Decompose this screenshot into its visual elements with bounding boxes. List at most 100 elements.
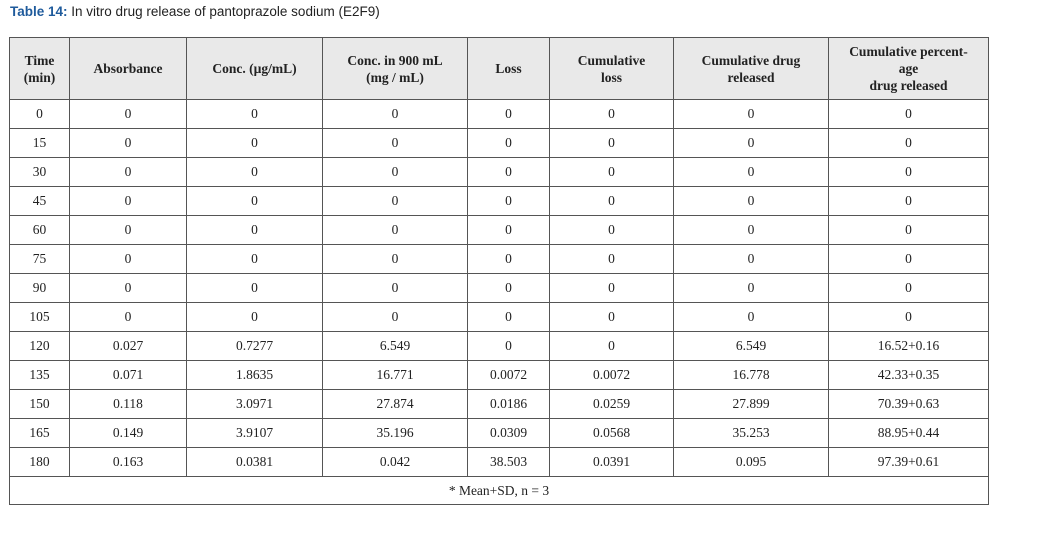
table-cell: 150 [9,389,70,419]
table-cell: 0.0309 [467,418,550,448]
table-cell: 97.39+0.61 [828,447,989,477]
table-cell: 0 [549,331,674,361]
data-table: Time (min) Absorbance Conc. (µg/mL) Conc. i… [9,37,989,505]
table-cell: 0 [828,99,989,129]
table-cell: 0.042 [322,447,468,477]
table-cell: 0 [467,99,550,129]
table-cell: 60 [9,215,70,245]
table-cell: 30 [9,157,70,187]
table-cell: 0 [186,99,323,129]
table-cell: 3.9107 [186,418,323,448]
table-cell: 0 [322,244,468,274]
footnote: * Mean+SD, n = 3 [9,476,989,505]
table-cell: 0.0381 [186,447,323,477]
table-cell: 120 [9,331,70,361]
table-cell: 0.095 [673,447,829,477]
header-cell: Conc. in 900 mL (mg / mL) [322,37,468,100]
table-body: 0 0 0 0 0 0 0 0 15 0 0 0 0 0 0 0 30 0 0 0 0 0 0 0 45 0 0 0 0 0 0 0 60 0 0 0… [9,99,989,505]
table-cell: 88.95+0.44 [828,418,989,448]
table-cell: 0 [467,186,550,216]
table-cell: 0 [673,99,829,129]
table-cell: 0 [673,128,829,158]
table-cell: 0 [549,99,674,129]
table-row: 15 0 0 0 0 0 0 0 [9,128,989,158]
table-cell: 0 [69,302,187,332]
header-cell: Cumulative loss [549,37,674,100]
table-row: 165 0.149 3.9107 35.196 0.0309 0.0568 35.253 88… [9,418,989,448]
table-cell: 0 [828,244,989,274]
header-cell: Time (min) [9,37,70,100]
table-cell: 75 [9,244,70,274]
table-cell: 0 [549,273,674,303]
table-cell: 42.33+0.35 [828,360,989,390]
table-cell: 45 [9,186,70,216]
table-cell: 3.0971 [186,389,323,419]
table-cell: 0.118 [69,389,187,419]
table-cell: 0 [69,186,187,216]
table-cell: 0.071 [69,360,187,390]
table-row: 135 0.071 1.8635 16.771 0.0072 0.0072 16.778 42… [9,360,989,390]
table-cell: 0 [322,99,468,129]
table-cell: 0 [673,302,829,332]
caption: Table 14: In vitro drug release of panto… [10,4,380,19]
table-cell: 0 [467,302,550,332]
table-cell: 0 [549,302,674,332]
table-cell: 165 [9,418,70,448]
table-cell: 0 [467,128,550,158]
table-cell: 0.7277 [186,331,323,361]
table-cell: 135 [9,360,70,390]
table-cell: 70.39+0.63 [828,389,989,419]
table-cell: 180 [9,447,70,477]
table-row: 75 0 0 0 0 0 0 0 [9,244,989,274]
table-cell: 0 [828,157,989,187]
table-cell: 0 [549,157,674,187]
table-cell: 0 [673,244,829,274]
table-cell: 1.8635 [186,360,323,390]
table-cell: 105 [9,302,70,332]
table-cell: 0.027 [69,331,187,361]
table-cell: 0 [828,273,989,303]
table-cell: 0 [673,157,829,187]
table-cell: 0 [186,302,323,332]
table-cell: 0.0568 [549,418,674,448]
table-cell: 0.0391 [549,447,674,477]
table-row: 45 0 0 0 0 0 0 0 [9,186,989,216]
table-cell: 0 [828,186,989,216]
table-cell: 0 [69,157,187,187]
table-cell: 0 [9,99,70,129]
table-cell: 0 [186,157,323,187]
table-row: 180 0.163 0.0381 0.042 38.503 0.0391 0.095 97.3… [9,447,989,477]
table-cell: 0 [467,273,550,303]
table-cell: 35.253 [673,418,829,448]
table-cell: 15 [9,128,70,158]
table-cell: 0 [673,273,829,303]
table-cell: 0 [467,331,550,361]
table-cell: 16.778 [673,360,829,390]
caption-label: Table 14: [10,4,68,19]
table-row: 90 0 0 0 0 0 0 0 [9,273,989,303]
table-cell: 35.196 [322,418,468,448]
table-row: 30 0 0 0 0 0 0 0 [9,157,989,187]
header-cell: Cumulative drug released [673,37,829,100]
table-cell: 0 [322,186,468,216]
table-cell: 90 [9,273,70,303]
header-cell: Conc. (µg/mL) [186,37,323,100]
table-cell: 0 [69,215,187,245]
table-cell: 16.771 [322,360,468,390]
table-cell: 0.163 [69,447,187,477]
table-cell: 0 [186,244,323,274]
table-cell: 0 [828,215,989,245]
table-cell: 0.0259 [549,389,674,419]
table-cell: 0 [673,215,829,245]
table-cell: 0 [549,128,674,158]
table-cell: 0 [69,273,187,303]
table-cell: 0 [467,244,550,274]
table-cell: 0 [69,99,187,129]
table-cell: 16.52+0.16 [828,331,989,361]
table-cell: 38.503 [467,447,550,477]
header-cell: Loss [467,37,550,100]
table-cell: 0 [186,273,323,303]
table-cell: 27.899 [673,389,829,419]
table-cell: 0 [322,215,468,245]
table-cell: 0.149 [69,418,187,448]
